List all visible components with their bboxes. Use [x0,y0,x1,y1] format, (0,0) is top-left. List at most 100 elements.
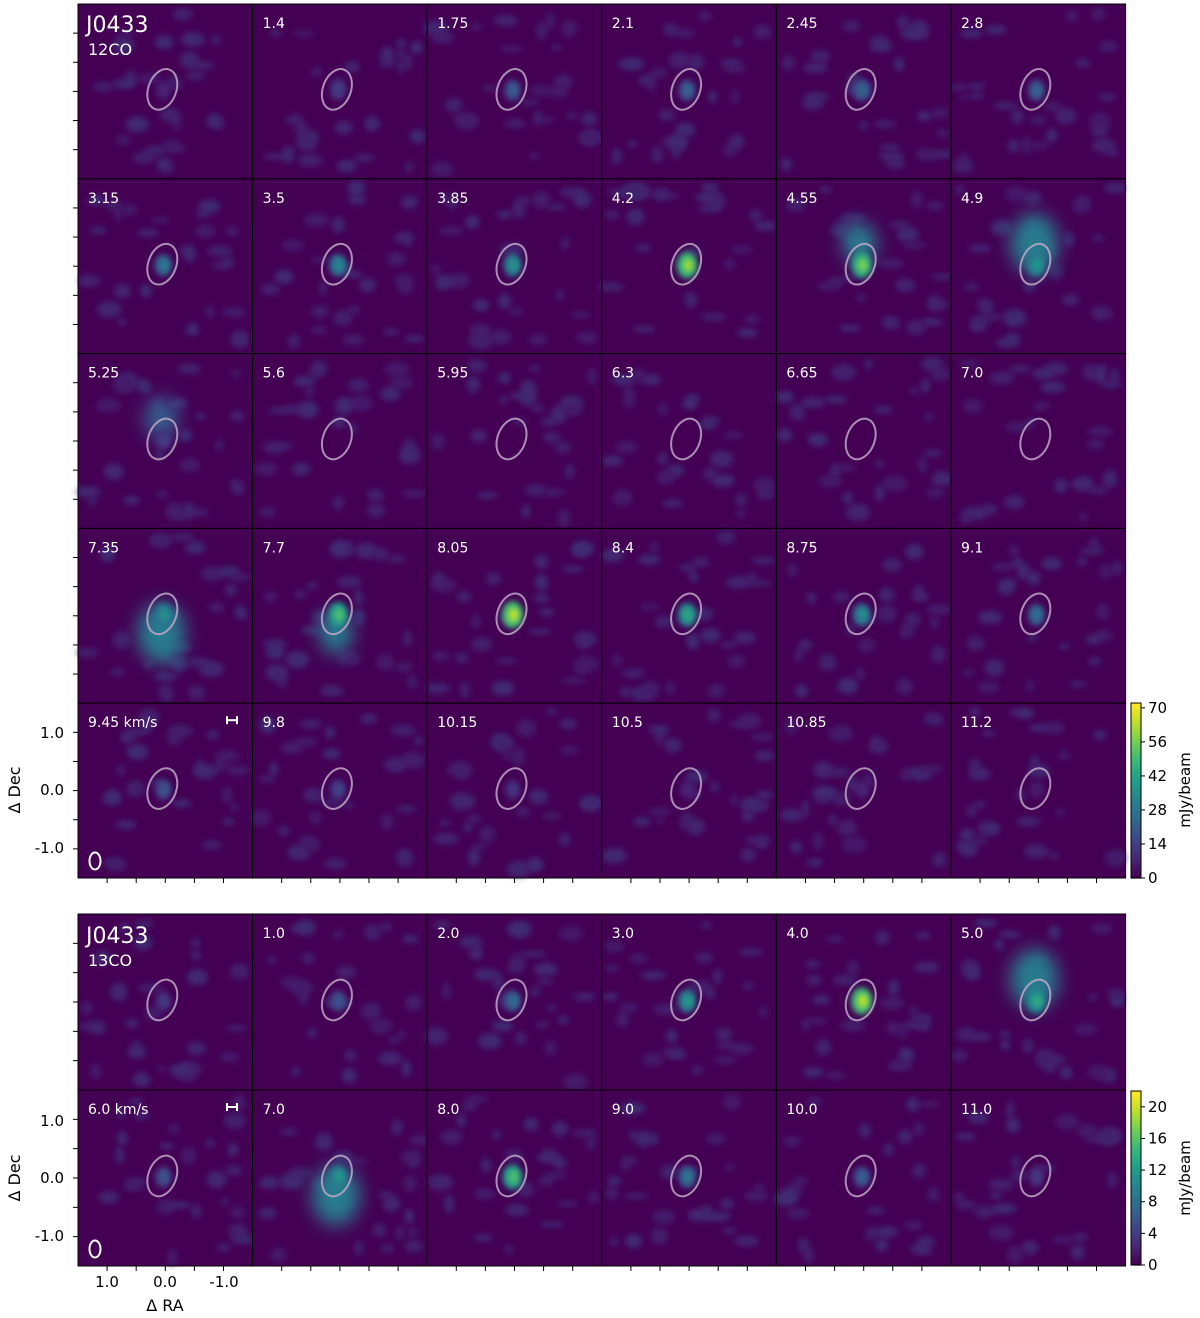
colorbar-13co: 0 4 8 12 16 20 [1130,1090,1167,1274]
channel-velocity-label: 7.0 [263,1102,285,1118]
colorbar-segment [1131,843,1141,847]
colorbar-segment [1131,1238,1141,1243]
channel-panel: 5.6 [252,353,428,529]
channel-velocity-label: 10.0 [786,1102,817,1118]
noise-texture [600,529,777,702]
channel-velocity-label: 9.8 [263,715,285,731]
channel-velocity-label: 7.7 [263,540,285,556]
channel-velocity-label: 6.3 [612,366,634,382]
channel-panel: 10.5 [601,702,777,879]
colorbar-segment [1131,837,1141,841]
disk-contour [1019,242,1052,286]
colorbar-tick-label: 56 [1148,733,1167,751]
disk-contour [1019,417,1052,461]
disk-contour [495,767,528,810]
channel-velocity-label: 5.6 [263,366,285,382]
disk-contour [670,767,703,810]
colorbar-segment [1131,1120,1141,1124]
y-axis-ticks [73,942,78,1238]
colorbar-segment [1131,1143,1141,1147]
channel-panel: 3.85 [426,178,603,355]
channel-panel [77,913,254,1091]
channel-panel: 6.3 [601,353,777,529]
channel-velocity-label: 3.15 [88,191,119,207]
disk-contour [146,978,179,1022]
channel-velocity-label: 3.85 [437,191,468,207]
noise-texture [425,540,600,699]
noise-texture [423,13,602,178]
channel-velocity-label: 1.0 [263,926,285,942]
channel-velocity-label: 11.0 [961,1102,992,1118]
colorbar-segment [1131,705,1141,710]
disk-contour [320,592,353,636]
x-tick-label-left: 1.0 [95,1273,119,1291]
noise-texture [610,11,772,165]
noise-texture [93,7,226,175]
noise-texture [430,359,597,528]
colorbar-segment [1131,1134,1141,1138]
colorbar-segment [1131,799,1141,803]
noise-texture [427,1095,600,1254]
colorbar-segment [1131,825,1141,830]
colorbar-segment [1131,863,1141,867]
disk-contour [320,978,353,1022]
channel-panel [77,3,254,180]
channel-panel: 5.95 [426,353,603,529]
colorbar-segment [1131,1236,1141,1240]
colorbar-segment [1131,1146,1141,1150]
colorbar-segment [1131,1151,1141,1156]
noise-texture [601,367,776,518]
channel-panel: 1.75 [423,3,603,180]
channel-panel: 8.0 [426,1089,603,1267]
colorbar-segment [1131,1215,1141,1220]
x-tick-label-right: -1.0 [209,1273,238,1291]
channel-velocity-label: 8.05 [437,540,468,556]
channel-velocity-label: 4.0 [786,926,808,942]
channel-velocity-label: 3.0 [612,926,634,942]
channel-velocity-label: 7.35 [88,540,119,556]
noise-texture [773,1096,941,1265]
channel-velocity-label: 9.1 [961,540,983,556]
x-axis-label: Δ RA [146,1296,184,1315]
channel-velocity-label: 5.25 [88,366,119,382]
colorbar-segment [1131,819,1141,824]
colorbar-segment [1131,1091,1141,1095]
channel-velocity-label: 1.75 [437,16,468,32]
colorbar-tick-label: 8 [1148,1193,1158,1211]
channel-velocity-label: 7.0 [961,366,983,382]
colorbar-segment [1131,761,1141,765]
noise-texture [958,359,1122,523]
colorbar-tick-label: 16 [1148,1129,1167,1147]
colorbar-segment [1131,875,1141,879]
x-axis-ticks [106,1266,1097,1271]
colorbar-segment [1131,1250,1141,1254]
colorbar-label-13co: mJy/beam [1176,1140,1194,1216]
y-axis-label-12co: Δ Dec [5,767,24,814]
colorbar-segment [1131,860,1141,865]
colorbar-segment [1131,723,1141,727]
noise-texture [260,179,424,349]
channel-panel: 11.2 [950,702,1127,879]
channel-panel: 3.5 [252,178,428,355]
x-tick-label-center: 0.0 [153,1273,177,1291]
colorbar-segment [1131,717,1141,722]
colorbar-tick-label: 12 [1148,1161,1167,1179]
noise-texture [430,186,599,350]
colorbar-12co: 0 14 28 42 56 70 [1130,699,1167,887]
channel-velocity-label: 9.0 [612,1102,634,1118]
emission-core [859,785,866,794]
colorbar-segment [1131,851,1141,856]
emission-core [684,1171,692,1183]
disk-contour [320,242,353,286]
channel-velocity-label: 5.0 [961,926,983,942]
colorbar-segment [1131,869,1141,873]
colorbar-segment [1131,1166,1141,1170]
colorbar-segment [1131,1163,1141,1167]
colorbar-segment [1131,729,1141,733]
noise-texture [779,712,947,867]
channel-panel: 2.0 [424,913,603,1091]
channel-panel: 4.2 [598,178,777,355]
emission-core [160,996,168,1006]
colorbar-segment [1131,778,1141,783]
emission-core [334,1171,343,1183]
